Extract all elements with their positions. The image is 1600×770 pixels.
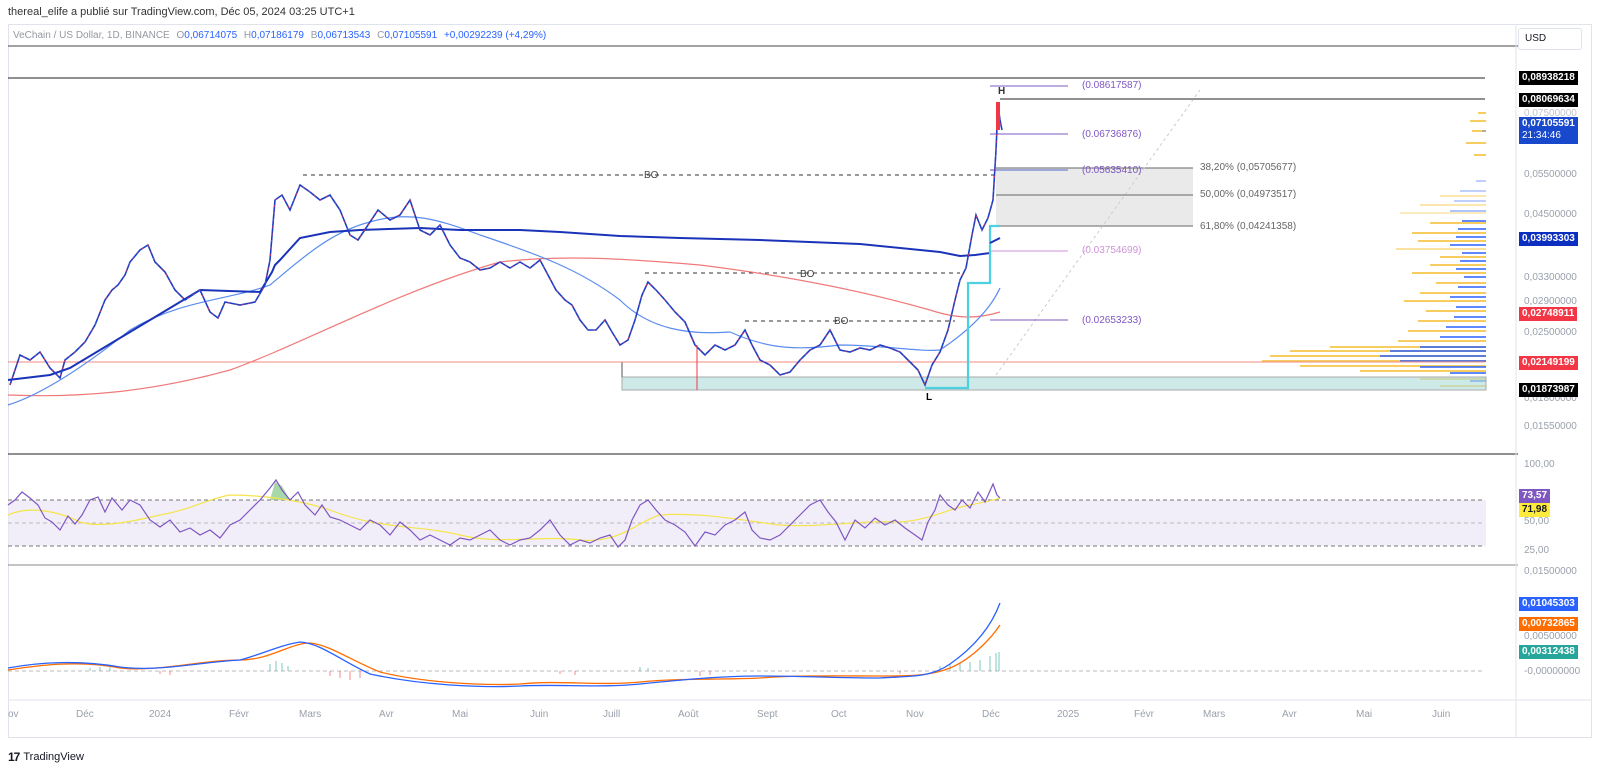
time-tick: Juin [1432,709,1451,720]
price-tag-low: 0,01873987 [1519,383,1578,397]
price-tag-recent-high: 0,08069634 [1519,93,1578,107]
time-tick: Févr [229,709,249,720]
time-tick: Févr [1134,709,1154,720]
symbol-legend: VeChain / US Dollar, 1D, BINANCE O0,0671… [13,30,546,41]
time-tick: Mars [1203,709,1226,720]
price-tick: 0,01550000 [1524,421,1577,432]
price-candles[interactable] [9,102,1003,390]
price-tick: 0,03300000 [1524,272,1577,283]
price-tick: 0,02900000 [1524,296,1577,307]
time-tick: Déc [76,709,94,720]
high-value: 0,07186179 [251,30,304,41]
price-tag-ma: 0,02748911 [1519,307,1578,321]
change-value: +0,00292239 (+4,29%) [443,30,547,41]
bar-countdown: 21:34:46 [1522,130,1561,141]
price-tick: 0,05500000 [1524,169,1577,180]
price-tick: 0,02500000 [1524,327,1577,338]
symbol-name[interactable]: VeChain / US Dollar, 1D, BINANCE [13,30,170,41]
ma-slow-line[interactable] [7,257,1001,397]
time-tick: Juill [603,709,621,720]
time-tick: Mai [452,709,469,720]
fib-label-382: 38,20% (0,05705677) [1200,162,1297,173]
volume-profile [1262,112,1486,387]
rsi-overbought-fill [270,482,290,500]
breakout-label-2: BO [800,269,815,280]
rsi-tick: 100,00 [1524,459,1555,470]
level-label-2: (0.06736876) [1082,129,1142,140]
time-tick: Mai [1356,709,1373,720]
time-tick: Août [678,709,699,720]
demand-zone[interactable] [621,376,1487,391]
vwap-line[interactable] [7,226,991,381]
rsi-line[interactable] [7,478,1001,548]
price-tag-last: 0,07105591 21:34:46 [1519,117,1578,144]
rsi-ma-value-tag: 71,98 [1519,503,1551,517]
rsi-tick: 50,00 [1524,516,1550,527]
close-value: 0,07105591 [384,30,438,41]
open-label: O [176,30,185,41]
time-tick: Avr [379,709,394,720]
last-price: 0,07105591 [1522,118,1575,129]
time-tick: Mars [299,709,322,720]
time-tick: ov [8,709,19,720]
breakout-label-1: BO [644,170,659,181]
rsi-tick: 25,00 [1524,545,1550,556]
time-tick: Sept [757,709,778,720]
time-tick: Avr [1282,709,1297,720]
price-tag-high: 0,08938218 [1519,71,1578,85]
trailing-stop-line[interactable] [925,224,1000,390]
close-label: C [377,30,385,41]
level-label-4: (0.03754699) [1082,245,1142,256]
low-value: 0,06713543 [317,30,371,41]
price-tag-vwap: 0,03993303 [1519,232,1578,246]
time-tick: Oct [831,709,847,720]
tradingview-logo-icon: 17 [8,750,20,764]
chart-frame [8,24,1592,738]
fib-trend-line[interactable] [995,89,1201,376]
breakout-label-3: BO [834,316,849,327]
time-tick: Déc [982,709,1000,720]
currency-button[interactable]: USD [1518,28,1582,50]
fib-label-500: 50,00% (0,04973517) [1200,189,1297,200]
macd-tick: -0,00000000 [1524,666,1581,677]
macd-value-tag: 0,01045303 [1519,597,1578,611]
macd-histogram [89,652,1000,680]
price-tick: 0,07500000 [1524,108,1577,119]
macd-line[interactable] [7,602,1001,688]
price-tick: 0,04500000 [1524,209,1577,220]
low-marker: L [926,392,933,403]
level-label-5: (0.02653233) [1082,315,1142,326]
high-label: H [243,30,252,41]
price-tag-support: 0,02149199 [1519,356,1578,370]
tradingview-brand[interactable]: 17 TradingView [8,750,84,764]
fibonacci-zone[interactable] [996,168,1193,226]
macd-tick: 0,01500000 [1524,566,1577,577]
time-tick: Juin [530,709,549,720]
time-tick: 2024 [149,709,172,720]
vwap-tail [989,237,1001,244]
price-tick: 0,01800000 [1524,393,1577,404]
time-tick: 2025 [1057,709,1080,720]
rsi-value-tag: 73,57 [1519,489,1551,503]
level-label-3: (0.05635410) [1082,165,1142,176]
macd-tick: 0,00500000 [1524,631,1577,642]
fib-label-618: 61,80% (0,04241358) [1200,221,1297,232]
rsi-ma-line[interactable] [7,494,1001,542]
signal-value-tag: 0,00732865 [1519,617,1578,631]
brand-label: TradingView [23,751,84,763]
high-marker: H [998,86,1006,97]
histogram-value-tag: 0,00312438 [1519,645,1578,659]
time-tick: Nov [906,709,924,720]
publication-info: thereal_elife a publié sur TradingView.c… [8,6,355,18]
low-label: B [310,30,318,41]
open-value: 0,06714075 [184,30,238,41]
macd-signal-line[interactable] [7,624,1001,686]
level-label-1: (0.08617587) [1082,80,1142,91]
